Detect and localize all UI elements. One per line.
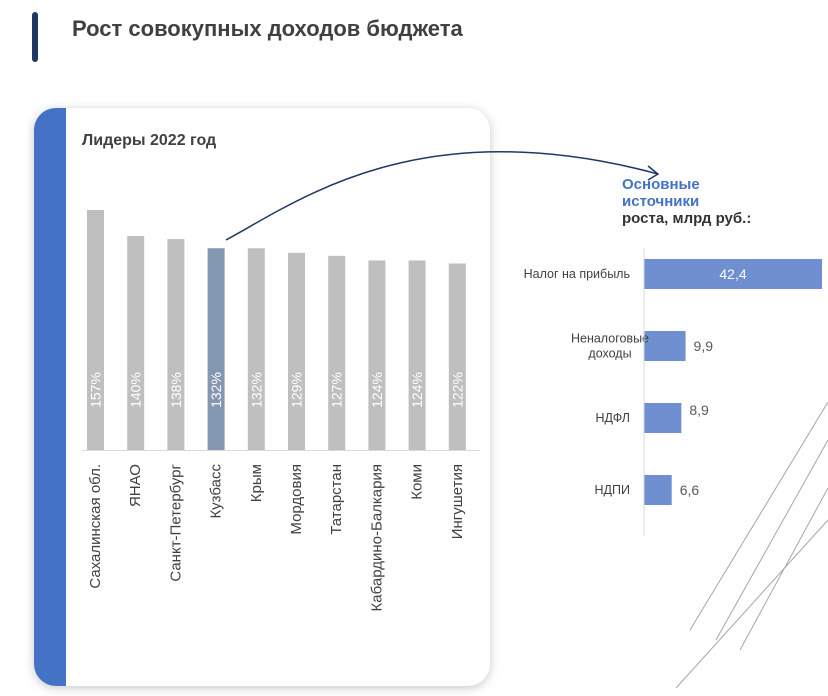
page-title: Рост совокупных доходов бюджета [72, 16, 463, 41]
bar-value-label-5: 129% [289, 372, 305, 408]
sources-title-line-3: роста, млрд руб.: [622, 210, 752, 227]
bar-value-label-2: 138% [168, 372, 184, 408]
category-label-1: ЯНАО [127, 464, 144, 507]
bar-0 [87, 210, 104, 450]
category-label-2: Санкт-Петербург [167, 463, 184, 581]
bar-6 [328, 255, 346, 450]
hbar-value-label-2: 8,9 [689, 402, 709, 418]
bar-7 [368, 260, 386, 450]
bar-value-label-7: 124% [369, 372, 385, 408]
bar-value-label-8: 124% [409, 372, 425, 408]
category-label-0: Сахалинская обл. [87, 464, 104, 589]
bar-value-label-3: 132% [208, 372, 224, 408]
category-label-7: Кабардино-Балкария [368, 464, 385, 611]
sources-bar-chart: 42,4 Налог на прибыль 9,9 Неналоговые доходы… [524, 248, 822, 536]
hbar-value-label-3: 6,6 [680, 482, 700, 498]
bar-4 [247, 248, 265, 450]
bar-value-label-0: 157% [88, 372, 104, 408]
category-label-4: Крым [248, 464, 265, 502]
bar-1 [127, 235, 145, 450]
sources-title-line-2: источники [622, 193, 700, 210]
hbar-category-label-0: Налог на прибыль [524, 267, 630, 281]
bar-8 [408, 260, 426, 450]
bar-value-label-1: 140% [128, 372, 144, 408]
bar-value-label-4: 132% [248, 372, 264, 408]
bar-3 [207, 248, 225, 450]
hbar-category-label-1: Неналоговые доходы [571, 332, 649, 361]
card-title: Лидеры 2022 год [82, 132, 217, 149]
card-accent-stripe [34, 108, 66, 686]
hbar-category-label-3: НДПИ [595, 483, 630, 497]
leaders-bar-chart: 157% Сахалинская обл. 140% ЯНАО 138% Санкт-Пе… [82, 210, 480, 611]
sources-title: Основные источники роста, млрд руб.: [622, 176, 751, 227]
hbar-3 [644, 475, 672, 505]
bar-value-label-6: 127% [329, 372, 345, 408]
bar-2 [167, 239, 185, 450]
bar-5 [288, 252, 305, 450]
bar-value-label-9: 122% [449, 372, 465, 408]
hbar-2 [644, 403, 682, 433]
hbar-category-label-2: НДФЛ [595, 411, 630, 425]
leaders-card: Лидеры 2022 год 157% Сахалинская обл. 140%… [34, 108, 490, 686]
category-label-3: Кузбасс [208, 464, 225, 519]
hbar-1 [644, 331, 686, 361]
hbar-0 [644, 259, 822, 289]
title-accent-bar [32, 12, 38, 62]
sources-title-line-1: Основные [622, 176, 700, 193]
bar-9 [448, 263, 466, 450]
hbar-value-label-0: 42,4 [719, 266, 746, 282]
category-label-9: Ингушетия [449, 464, 466, 539]
category-label-8: Коми [409, 464, 426, 500]
hbar-value-label-1: 9,9 [694, 338, 714, 354]
category-label-6: Татарстан [328, 464, 345, 535]
category-label-5: Мордовия [288, 464, 305, 535]
